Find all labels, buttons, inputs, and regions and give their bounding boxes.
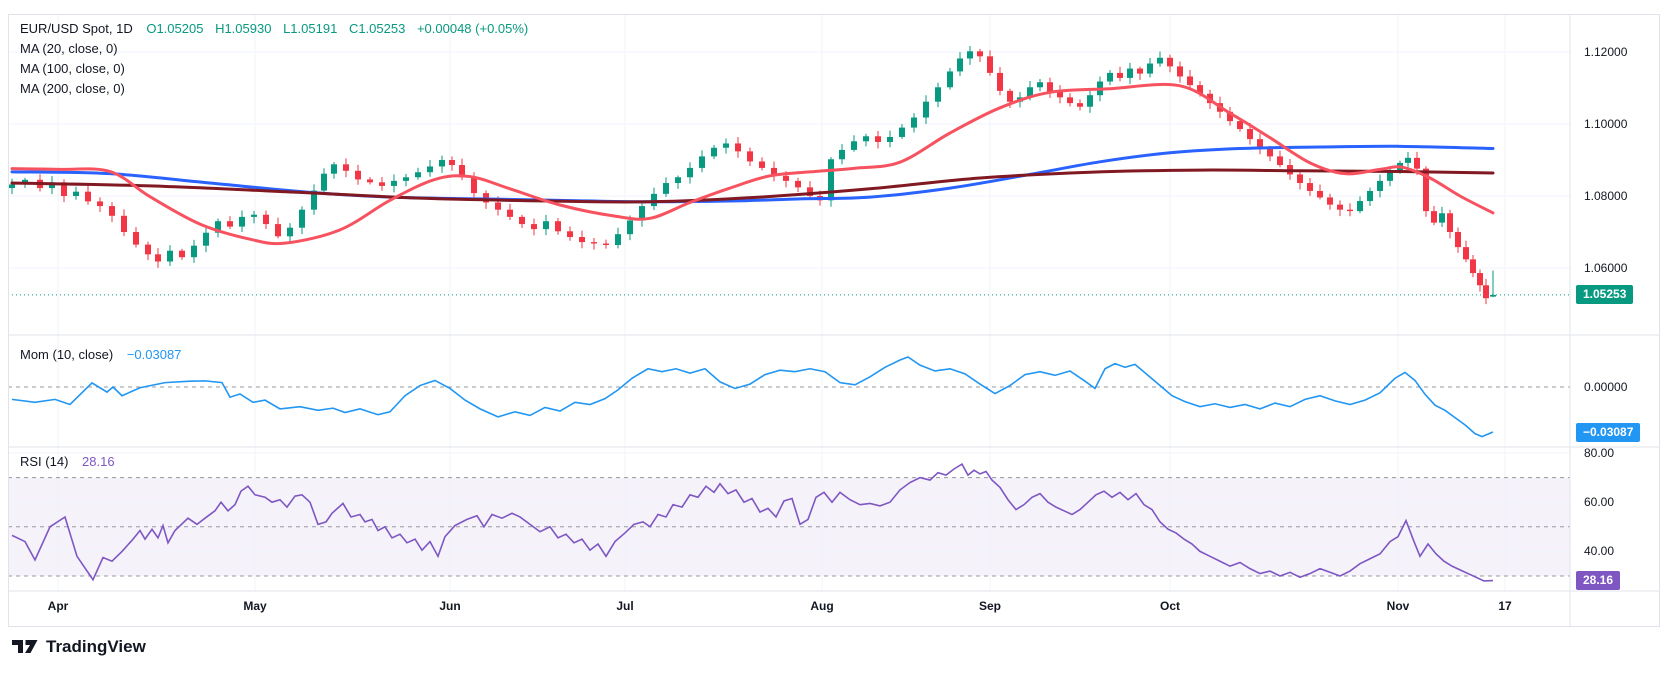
ma100-legend[interactable]: MA (100, close, 0) xyxy=(20,61,125,77)
rsi-band xyxy=(8,477,1570,576)
rsi-axis-label: 40.00 xyxy=(1584,544,1615,559)
ohlc-low: L1.05191 xyxy=(283,21,338,36)
attribution[interactable]: TradingView xyxy=(12,636,146,657)
ohlc-high: H1.05930 xyxy=(215,21,272,36)
brand-name: TradingView xyxy=(46,636,146,656)
ma20-legend-label: MA (20, close, 0) xyxy=(20,41,118,56)
time-axis-label: Jul xyxy=(616,599,634,613)
momentum-line[interactable] xyxy=(11,356,1494,438)
tradingview-logo-icon[interactable] xyxy=(12,636,38,657)
rsi-legend-label: RSI (14) xyxy=(20,454,69,469)
momentum-legend-label: Mom (10, close) xyxy=(20,347,114,362)
chart-frame xyxy=(8,14,1660,627)
symbol-legend[interactable]: EUR/USD Spot, 1D O1.05205 H1.05930 L1.05… xyxy=(20,21,536,37)
ma200-line[interactable] xyxy=(10,168,1495,204)
last-price-badge: 1.05253 xyxy=(1576,285,1634,305)
rsi-axis-label: 60.00 xyxy=(1584,495,1615,510)
time-axis-label: Apr xyxy=(47,599,69,613)
ma100-legend-label: MA (100, close, 0) xyxy=(20,61,125,76)
time-axis-label: Aug xyxy=(810,599,834,613)
rsi-legend[interactable]: RSI (14) 28.16 xyxy=(20,454,115,470)
price-axis-label: 1.12000 xyxy=(1584,45,1628,59)
ma200-legend-label: MA (200, close, 0) xyxy=(20,81,125,96)
rsi-line[interactable] xyxy=(11,462,1494,582)
time-axis-label: Jun xyxy=(439,599,461,613)
ma20-line[interactable] xyxy=(10,82,1495,246)
price-axis-label: 1.10000 xyxy=(1584,117,1628,131)
momentum-legend[interactable]: Mom (10, close) −0.03087 xyxy=(20,347,181,363)
rsi-legend-value: 28.16 xyxy=(82,454,115,469)
ma20-legend[interactable]: MA (20, close, 0) xyxy=(20,41,118,57)
time-axis-label: Oct xyxy=(1159,599,1180,613)
candlestick-series[interactable] xyxy=(9,45,1496,305)
price-axis-label: 1.08000 xyxy=(1584,189,1628,203)
ohlc-change: +0.00048 (+0.05%) xyxy=(416,21,529,36)
time-axis-label: May xyxy=(243,599,267,613)
ohlc-open: O1.05205 xyxy=(146,21,204,36)
momentum-axis-label: 0.00000 xyxy=(1584,380,1628,394)
ma200-legend[interactable]: MA (200, close, 0) xyxy=(20,81,125,97)
time-axis-label: Sep xyxy=(978,599,1001,613)
rsi-axis-label: 80.00 xyxy=(1584,446,1615,460)
symbol-title[interactable]: EUR/USD Spot, 1D xyxy=(20,21,133,36)
rsi-value-badge: 28.16 xyxy=(1576,571,1621,591)
time-axis-label: 17 xyxy=(1498,599,1512,613)
gridlines xyxy=(8,14,1570,591)
momentum-legend-value: −0.03087 xyxy=(126,347,182,362)
momentum-value-badge: −0.03087 xyxy=(1576,422,1641,442)
time-axis-label: Nov xyxy=(1386,599,1410,613)
ohlc-close: C1.05253 xyxy=(348,21,406,36)
price-axis-label: 1.06000 xyxy=(1584,261,1628,275)
